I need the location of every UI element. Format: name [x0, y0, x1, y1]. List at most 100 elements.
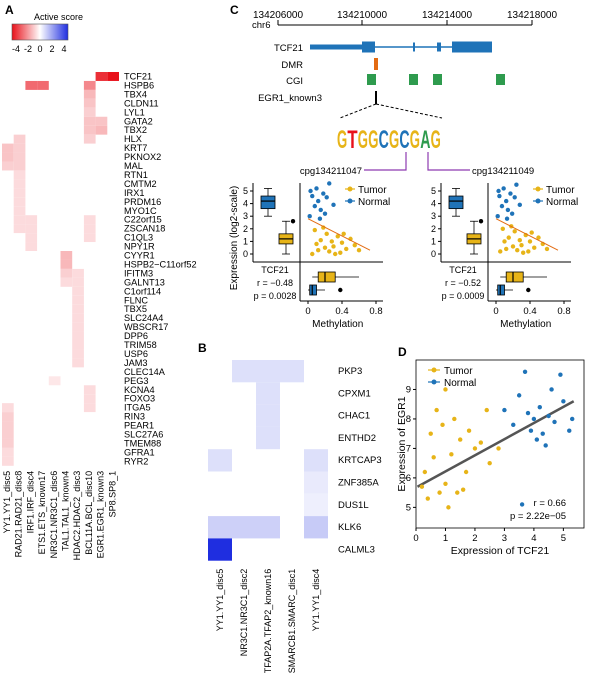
heatmap-cell	[60, 268, 73, 278]
tumor-point	[458, 437, 463, 442]
row-label: ITGA5	[124, 403, 151, 413]
motif-letter: G	[358, 126, 368, 154]
heatmap-cell	[72, 358, 84, 368]
panel-d-scatter: 0 1 2 3 4 5 5 6 7 8 9 Expression of TCF21 Expression…	[396, 359, 585, 557]
column-label: EGR1.EGR1_known3	[96, 471, 106, 559]
normal-point	[312, 203, 317, 209]
normal-point	[497, 193, 502, 199]
box	[260, 195, 276, 210]
row-label: CYYR1	[124, 251, 155, 261]
row-label: ZNF385A	[338, 478, 379, 489]
y-tick-label: 5	[431, 186, 436, 196]
row-label: USP6	[124, 349, 148, 359]
tumor-point	[446, 505, 451, 510]
normal-point	[558, 372, 563, 377]
tumor-point	[527, 239, 533, 244]
box-outlier	[478, 219, 484, 224]
legend-swatch	[431, 379, 437, 385]
tumor-point	[327, 249, 332, 254]
legend-swatch	[535, 198, 541, 204]
heatmap-cell	[95, 72, 108, 81]
tumor-point	[521, 250, 526, 255]
cgi-mark	[496, 74, 505, 85]
column-label: BCL11A.BCL_disc10	[84, 471, 94, 555]
tumor-point	[519, 242, 524, 248]
heatmap-cell	[72, 277, 84, 287]
x-axis-label: Methylation	[500, 319, 551, 330]
zoom-line	[339, 103, 377, 119]
row-label: NPY1R	[124, 242, 155, 252]
x-tick-label: 4	[531, 533, 536, 544]
heatmap-cell	[13, 143, 26, 153]
normal-point	[570, 416, 575, 422]
heatmap-cell	[25, 224, 38, 234]
heatmap-cell	[83, 98, 96, 108]
normal-point	[514, 182, 519, 187]
heatmap-cell	[72, 268, 84, 278]
row-label: IFITM3	[124, 268, 153, 278]
row-label: SLC27A6	[124, 430, 163, 440]
legend-swatch	[347, 198, 353, 204]
fit-line	[495, 218, 559, 251]
column-label: IRF1.IRF_disc4	[25, 471, 35, 534]
normal-point	[534, 437, 540, 442]
heatmap-cell	[208, 538, 232, 561]
heatmap-cell	[208, 449, 232, 472]
normal-point	[567, 428, 572, 433]
column-label: SP8.SP8_1	[107, 471, 117, 518]
normal-point	[531, 416, 537, 422]
normal-point	[310, 193, 315, 199]
normal-point	[331, 202, 336, 208]
row-label: HSPB6	[124, 80, 154, 90]
cpg-link-right	[427, 152, 470, 171]
heatmap-cell	[2, 152, 14, 162]
x-tick-label: 0.4	[523, 306, 536, 317]
y-tick-label: 4	[431, 199, 436, 209]
heatmap-cell	[72, 331, 84, 341]
legend-swatch	[431, 367, 437, 373]
normal-point	[316, 198, 321, 204]
tumor-point	[422, 469, 428, 475]
row-label: DUS1L	[338, 500, 369, 511]
row-label: C1QL3	[124, 233, 153, 243]
normal-point	[516, 393, 522, 398]
x-tick-label: 1	[443, 533, 448, 544]
y-tick-label: 0	[243, 249, 248, 259]
heatmap-cell	[13, 161, 26, 171]
tumor-point	[341, 231, 346, 237]
gene-exon	[452, 41, 492, 53]
tumor-point	[419, 484, 425, 489]
heatmap-cell	[72, 340, 84, 350]
row-label: CPXM1	[338, 388, 371, 399]
heatmap-cell	[304, 471, 328, 494]
heatmap-cell	[256, 404, 280, 427]
tumor-point	[312, 227, 317, 233]
row-label: GALNT13	[124, 277, 165, 287]
fit-line	[307, 218, 371, 251]
tumor-point	[532, 245, 537, 250]
position-label: 134210000	[337, 10, 387, 21]
tumor-point	[529, 230, 534, 235]
tumor-point	[443, 387, 448, 392]
row-label: MAL	[124, 161, 143, 171]
y-tick-label: 2	[431, 224, 436, 234]
y-tick-label: 3	[431, 211, 436, 221]
heatmap-cell	[280, 360, 304, 383]
row-label: PEAR1	[124, 421, 154, 431]
heatmap-cell	[83, 394, 96, 404]
column-label: YY1.YY1_disc5	[2, 471, 12, 534]
heatmap-cell	[72, 313, 84, 323]
tumor-point	[460, 487, 466, 492]
motif-name: EGR1_known3	[258, 93, 322, 104]
normal-point	[504, 198, 509, 204]
heatmap-cell	[72, 349, 84, 359]
tumor-point	[452, 416, 457, 422]
x-tick-label: 0.8	[369, 306, 382, 317]
y-tick-label: 5	[243, 186, 248, 196]
column-label: RAD21.RAD21_disc8	[14, 471, 24, 558]
motif-letter: C	[379, 126, 389, 154]
tumor-point	[496, 446, 501, 451]
column-label: NR3C1.NR3C1_disc6	[49, 471, 59, 559]
x-tick-label: 5	[561, 533, 566, 544]
